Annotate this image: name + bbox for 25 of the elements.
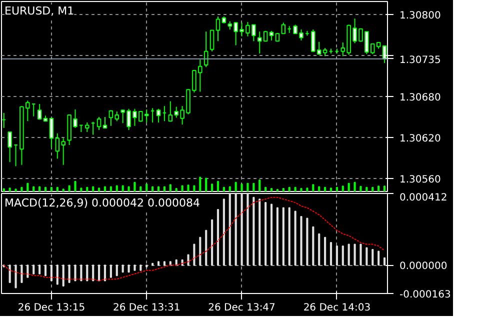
candlestick [281, 22, 286, 34]
candlestick [96, 116, 102, 130]
candlestick [269, 30, 274, 41]
chart-title: EURUSD, M1 [4, 4, 74, 18]
y-tick-label: 1.30680 [400, 92, 441, 104]
candlestick [210, 30, 214, 52]
candlestick [216, 16, 220, 42]
x-tick-label: 26 Dec 13:15 [18, 302, 86, 314]
candlestick [156, 108, 161, 123]
candlestick [8, 132, 12, 163]
chart-title: MACD(12,26,9) 0.000042 0.000084 [4, 196, 200, 210]
y-tick-label: -0.000163 [400, 290, 451, 300]
x-tick-label: 26 Dec 14:03 [303, 302, 371, 314]
x-tick-label: 26 Dec 13:31 [112, 302, 180, 314]
ref-line-label: 1.30735 [400, 54, 441, 66]
y-tick-label: 1.30560 [400, 174, 441, 186]
x-tick-label: 26 Dec 13:47 [208, 302, 276, 314]
y-tick-label: 0.000000 [400, 261, 448, 272]
candlestick [37, 104, 42, 120]
y-tick-label: 1.30800 [400, 10, 441, 22]
candlestick [49, 117, 54, 148]
y-tick-label: 1.30620 [400, 134, 441, 145]
candlestick [85, 122, 90, 133]
candlestick [102, 116, 108, 128]
y-tick-label: 0.000412 [400, 192, 448, 204]
